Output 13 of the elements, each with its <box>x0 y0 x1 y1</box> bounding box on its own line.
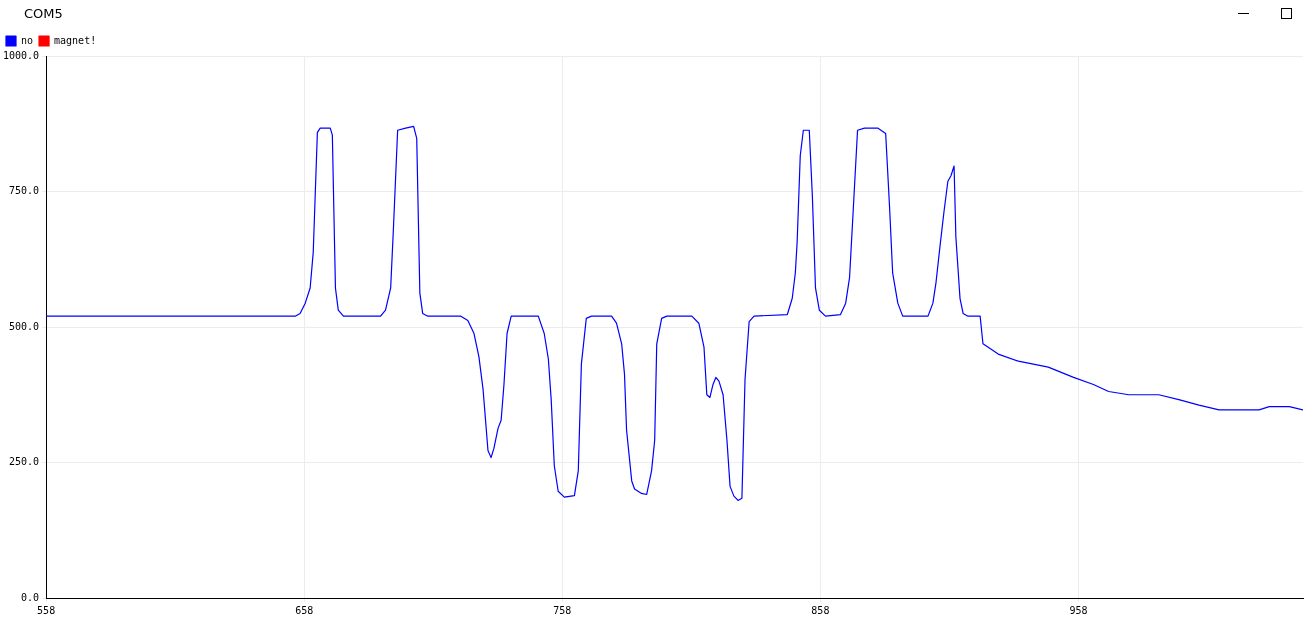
x-tick-label: 658 <box>295 604 314 616</box>
y-tick-label: 1000.0 <box>3 49 40 61</box>
y-tick-label: 0.0 <box>21 591 40 603</box>
y-tick-label: 250.0 <box>9 456 40 468</box>
x-tick-label: 558 <box>37 604 56 616</box>
chart-title: COM5 <box>24 6 63 21</box>
x-tick-label: 858 <box>811 604 830 616</box>
y-tick-label: 750.0 <box>9 185 40 197</box>
legend-label: no <box>21 34 34 46</box>
legend-label: magnet! <box>54 34 97 46</box>
x-tick-label: 958 <box>1069 604 1088 616</box>
y-tick-label: 500.0 <box>9 320 40 332</box>
x-tick-label: 758 <box>553 604 572 616</box>
